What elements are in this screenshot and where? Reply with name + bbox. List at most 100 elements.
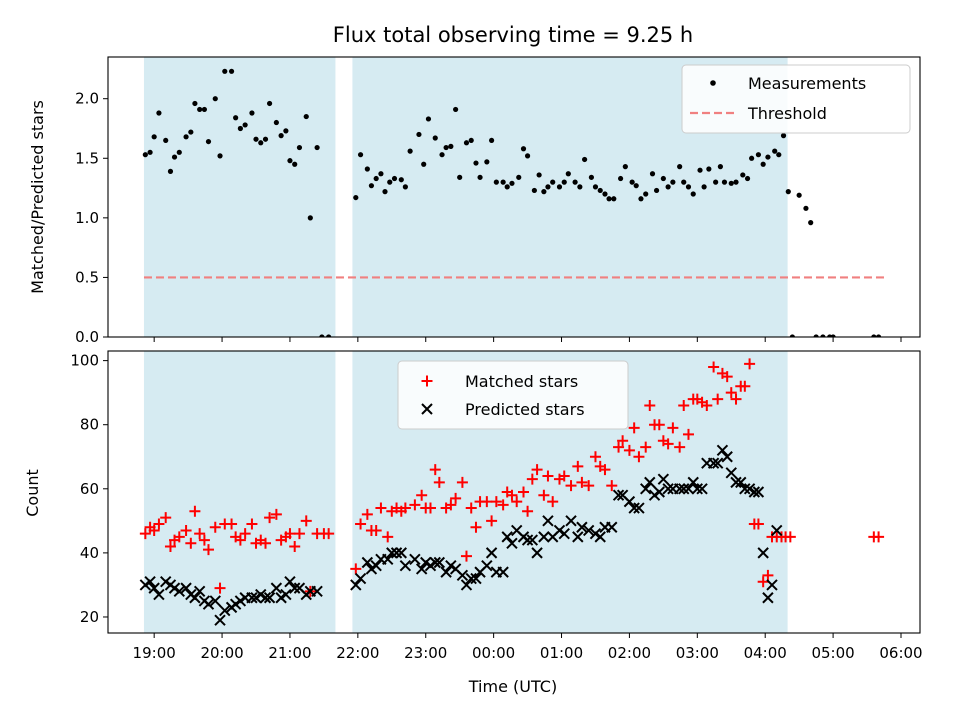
measurement-point — [550, 179, 556, 185]
matched-star-point — [744, 358, 756, 370]
matched-star-point — [370, 524, 382, 536]
measurement-point — [253, 136, 259, 142]
measurement-point — [803, 205, 809, 211]
predicted-star-point — [725, 467, 737, 479]
matched-star-point — [628, 422, 640, 434]
matched-star-point — [633, 451, 645, 463]
predicted-star-point — [696, 483, 708, 495]
matched-star-point — [465, 502, 477, 514]
measurement-point — [364, 166, 370, 172]
legend-measurements-label: Measurements — [748, 74, 866, 93]
predicted-star-point — [433, 556, 446, 569]
x-tick-label: 01:00 — [540, 644, 583, 662]
measurement-point — [531, 187, 537, 194]
measurement-point — [561, 179, 567, 185]
ratio-y-tick-label: 1.0 — [75, 209, 99, 227]
measurement-point — [273, 119, 279, 126]
predicted-star-point — [399, 559, 412, 572]
measurement-point — [398, 177, 404, 183]
matched-star-point — [202, 544, 214, 556]
matched-star-point — [185, 537, 197, 549]
measurement-point — [197, 106, 203, 113]
measurement-point — [463, 140, 470, 146]
ratio-y-tick-label: 0.0 — [75, 328, 99, 346]
measurement-point — [681, 179, 687, 185]
predicted-star-point — [497, 566, 509, 578]
measurement-point — [622, 164, 628, 170]
measurement-point — [296, 144, 303, 151]
matched-star-point — [712, 393, 724, 405]
count-panel: 20 40 60 80 100 19:00 20:00 21:00 22:00 23:00 00:0… — [70, 350, 923, 662]
matched-star-point — [481, 496, 493, 508]
predicted-star-point — [682, 483, 695, 495]
matched-star-point — [623, 444, 635, 456]
matched-star-point — [752, 518, 764, 530]
predicted-star-point — [721, 451, 733, 463]
predicted-star-point — [730, 476, 742, 489]
predicted-star-point — [460, 579, 473, 591]
predicted-star-point — [735, 476, 747, 489]
measurement-point — [875, 334, 882, 337]
matched-star-point — [583, 480, 595, 492]
predicted-star-point — [640, 483, 652, 495]
predicted-star-point — [354, 572, 367, 585]
predicted-star-point — [481, 559, 493, 572]
measurement-point — [258, 140, 264, 146]
matched-star-point — [456, 476, 468, 488]
measurement-point — [677, 164, 683, 170]
matched-star-point — [399, 502, 411, 514]
ratio-legend-box — [681, 64, 911, 134]
predicted-star-point — [565, 515, 577, 527]
predicted-star-point — [771, 524, 783, 537]
matched-star-point — [270, 508, 282, 520]
measurement-point — [212, 96, 218, 102]
matched-star-point — [506, 489, 518, 501]
predicted-star-point — [390, 547, 403, 559]
measurement-point — [706, 166, 712, 172]
matched-star-point — [416, 489, 428, 501]
count-axes-frame — [107, 350, 921, 634]
matched-star-point — [667, 422, 679, 434]
measurement-point — [142, 152, 148, 158]
measurement-point — [772, 148, 778, 154]
measurement-point — [314, 144, 320, 151]
predicted-star-point — [612, 489, 625, 501]
count-y-axis-label: Count — [23, 469, 42, 517]
measurement-point — [382, 189, 388, 195]
measurement-point — [721, 179, 728, 185]
matched-star-point — [289, 540, 301, 552]
predicted-star-point — [673, 483, 686, 495]
measurement-point — [740, 172, 746, 178]
measurement-point — [249, 110, 255, 116]
matched-star-point — [382, 531, 394, 543]
measurement-point — [278, 133, 284, 139]
predicted-star-point — [707, 457, 720, 469]
measurement-point — [808, 220, 814, 226]
matched-star-point — [606, 480, 618, 492]
matched-star-point — [518, 486, 530, 498]
measurement-point — [520, 146, 527, 152]
measurement-point — [701, 184, 707, 190]
measurement-point — [690, 191, 696, 197]
measurement-point — [292, 161, 298, 167]
matched-star-point — [644, 399, 656, 411]
predicted-star-point — [691, 483, 704, 495]
measurement-point — [262, 136, 269, 142]
measurement-point — [728, 180, 734, 186]
predicted-star-point — [687, 476, 699, 489]
measurement-point — [167, 168, 174, 174]
legend-matched-marker — [421, 375, 433, 387]
measurement-point — [188, 129, 194, 135]
predicted-star-point — [678, 483, 690, 495]
x-tick-label: 05:00 — [811, 644, 854, 662]
predicted-star-point — [209, 595, 221, 607]
predicted-star-point — [594, 531, 606, 543]
predicted-star-point — [456, 569, 469, 582]
matched-star-point — [214, 582, 226, 594]
predicted-star-point — [386, 547, 398, 559]
measurement-point — [670, 179, 676, 185]
predicted-star-point — [633, 502, 645, 514]
predicted-star-point — [263, 592, 276, 604]
matched-star-point — [260, 537, 272, 549]
